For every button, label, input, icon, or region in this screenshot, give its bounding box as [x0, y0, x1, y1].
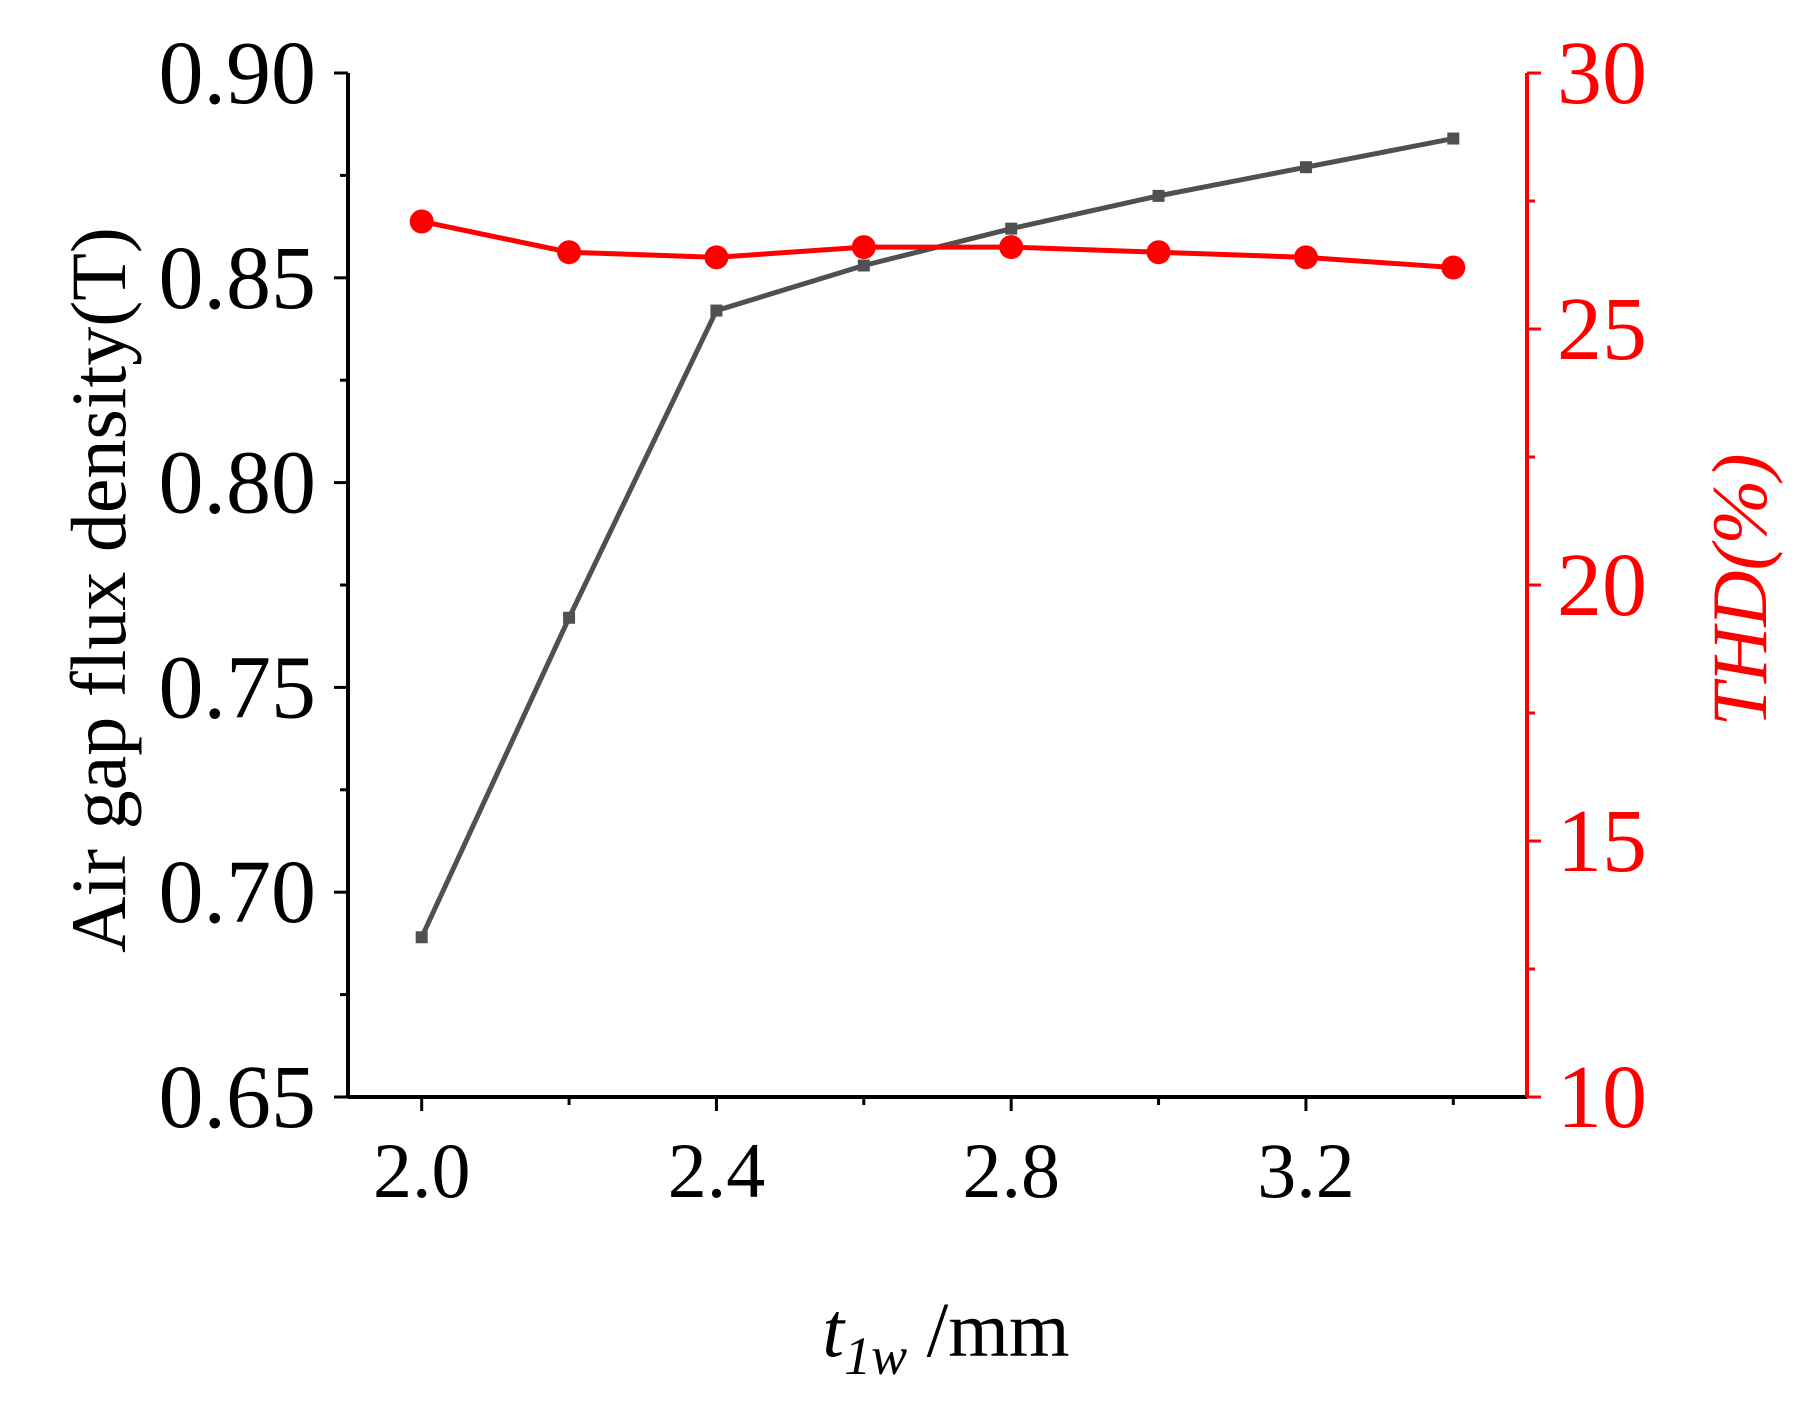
right-axis-ticks: 10 15 20 25 30	[1527, 24, 1647, 1147]
right-tick-label: 25	[1557, 280, 1647, 379]
x-axis-label-subscript: 1w	[844, 1326, 907, 1386]
left-axis-ticks: 0.65 0.70 0.75 0.80 0.85 0.90	[159, 24, 348, 1147]
data-point	[1005, 222, 1018, 235]
x-tick-label: 3.2	[1257, 1127, 1355, 1214]
data-point	[1152, 189, 1165, 202]
left-tick-label: 0.85	[159, 229, 317, 328]
left-tick-label: 0.90	[159, 24, 317, 123]
data-point	[851, 235, 876, 260]
right-tick-label: 15	[1557, 792, 1647, 891]
data-point	[1293, 245, 1318, 270]
data-point	[999, 235, 1024, 260]
left-axis-label: Air gap flux density(T)	[55, 227, 142, 953]
data-point	[704, 245, 729, 270]
data-point	[409, 209, 434, 234]
series-2	[409, 209, 1466, 280]
data-point	[557, 240, 582, 265]
data-point	[1447, 132, 1460, 145]
x-axis-label: t1w /mm	[822, 1286, 1069, 1386]
left-tick-label: 0.80	[159, 434, 317, 533]
left-tick-label: 0.75	[159, 638, 317, 737]
x-axis-label-variable: t	[822, 1286, 846, 1373]
x-tick-label: 2.0	[373, 1127, 471, 1214]
data-point	[1146, 240, 1171, 265]
data-point	[415, 931, 428, 944]
data-point	[857, 259, 870, 272]
data-point	[1299, 161, 1312, 174]
data-point	[563, 611, 576, 624]
data-point	[710, 304, 723, 317]
left-tick-label: 0.65	[159, 1048, 317, 1147]
right-tick-label: 10	[1557, 1048, 1647, 1147]
plot-frame	[346, 73, 1529, 1099]
right-tick-label: 20	[1557, 536, 1647, 635]
x-tick-label: 2.8	[962, 1127, 1060, 1214]
data-point	[1441, 255, 1466, 280]
right-tick-label: 30	[1557, 24, 1647, 123]
x-axis-ticks: 2.0 2.4 2.8 3.2	[373, 1097, 1455, 1214]
series-layer	[409, 132, 1466, 944]
left-tick-label: 0.70	[159, 843, 317, 942]
right-axis-label: THD(%)	[1696, 454, 1783, 727]
x-axis-label-unit: /mm	[907, 1286, 1070, 1373]
series-line	[421, 219, 1454, 271]
x-tick-label: 2.4	[668, 1127, 766, 1214]
